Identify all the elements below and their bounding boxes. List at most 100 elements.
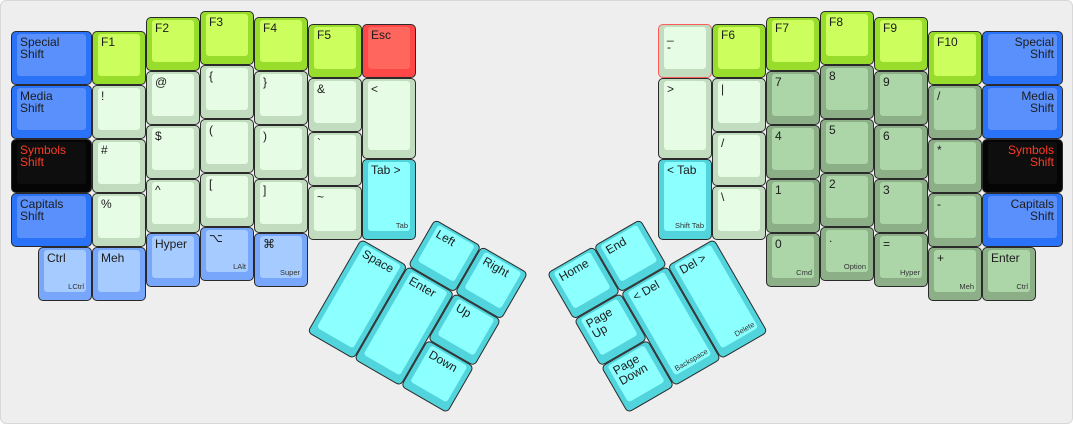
key-label: % (101, 197, 112, 211)
keycap-face: F9 (880, 20, 922, 62)
key-symbol[interactable]: $ (146, 125, 200, 179)
keycap-face: F5 (314, 27, 356, 69)
key-label: / (937, 89, 941, 103)
key-1[interactable]: 1 (766, 179, 820, 233)
key-label: ` (317, 136, 321, 150)
key-esc[interactable]: Esc (362, 24, 416, 78)
keycap-face: Symbols Shift (17, 142, 86, 184)
key-symbol[interactable]: ` (308, 132, 362, 186)
key-media-shift[interactable]: Media Shift (11, 85, 92, 139)
keycap-face: End (600, 224, 658, 282)
key-symbols-shift[interactable]: Symbols Shift (982, 139, 1063, 193)
key-capitals-shift[interactable]: Capitals Shift (11, 193, 92, 247)
key-symbol[interactable]: ] (254, 179, 308, 233)
key-media-shift[interactable]: Media Shift (982, 85, 1063, 139)
key-symbol[interactable]: = Hyper (874, 233, 928, 287)
key-special-shift[interactable]: Special Shift (11, 31, 92, 85)
key-symbol[interactable]: ⌥ LAlt (200, 227, 254, 281)
key-sublabel: Cmd (796, 268, 812, 277)
key-symbol[interactable]: _ - (658, 24, 712, 78)
keycap-face: ⌘ Super (260, 236, 302, 278)
key-symbol[interactable]: % (92, 193, 146, 247)
key-symbol[interactable]: \ (712, 186, 766, 240)
key-8[interactable]: 8 (820, 65, 874, 119)
key-f8[interactable]: F8 (820, 11, 874, 65)
keycap-face: / (934, 88, 976, 130)
key-meh[interactable]: Meh (92, 247, 146, 301)
key-tab[interactable]: Tab > Tab (362, 159, 416, 240)
key-symbol[interactable]: * (928, 139, 982, 193)
key-symbol[interactable]: ~ (308, 186, 362, 240)
key-symbol[interactable]: + Meh (928, 247, 982, 301)
key-symbols-shift[interactable]: Symbols Shift (11, 139, 92, 193)
keycap-face: Symbols Shift (988, 142, 1057, 184)
key-symbol[interactable]: > (658, 78, 712, 159)
key-label: 4 (775, 129, 782, 143)
key-label: 5 (829, 123, 836, 137)
key-capitals-shift[interactable]: Capitals Shift (982, 193, 1063, 247)
key-special-shift[interactable]: Special Shift (982, 31, 1063, 85)
key-symbol[interactable]: { (200, 65, 254, 119)
keycap-face: ~ (314, 189, 356, 231)
key-symbol[interactable]: [ (200, 173, 254, 227)
key-f7[interactable]: F7 (766, 17, 820, 71)
key-label: Page Up (583, 304, 615, 342)
key-label: F7 (775, 21, 790, 35)
key-2[interactable]: 2 (820, 173, 874, 227)
key-9[interactable]: 9 (874, 71, 928, 125)
key-symbol[interactable]: ) (254, 125, 308, 179)
key-f6[interactable]: F6 (712, 24, 766, 78)
key-label: Right (480, 253, 512, 281)
key-label: < (371, 82, 379, 96)
key-tab[interactable]: < Tab Shift Tab (658, 159, 712, 240)
key-f2[interactable]: F2 (146, 17, 200, 71)
key-label: / (721, 136, 725, 150)
key-enter[interactable]: Enter Ctrl (982, 247, 1036, 301)
key-symbol[interactable]: . Option (820, 227, 874, 281)
key-0[interactable]: 0 Cmd (766, 233, 820, 287)
keycap-face: ` (314, 135, 356, 177)
key-symbol[interactable]: | (712, 78, 766, 132)
key-sublabel: LAlt (233, 262, 246, 271)
key-symbol[interactable]: ! (92, 85, 146, 139)
keycap-face: F2 (152, 20, 194, 62)
key-symbol[interactable]: < (362, 78, 416, 159)
key-f3[interactable]: F3 (200, 11, 254, 65)
keycap-face: Media Shift (17, 88, 86, 130)
key-label: End (603, 234, 629, 258)
key-label: 7 (775, 75, 782, 89)
key-symbol[interactable]: / (928, 85, 982, 139)
key-symbol[interactable]: @ (146, 71, 200, 125)
key-7[interactable]: 7 (766, 71, 820, 125)
key-f4[interactable]: F4 (254, 17, 308, 71)
keycap-face: * (934, 142, 976, 184)
key-hyper[interactable]: Hyper (146, 233, 200, 287)
key-f5[interactable]: F5 (308, 24, 362, 78)
key-label: 9 (883, 75, 890, 89)
key-label: F6 (721, 28, 736, 42)
key-6[interactable]: 6 (874, 125, 928, 179)
key-sublabel: Super (279, 268, 300, 277)
key-label: | (721, 82, 725, 96)
key-ctrl[interactable]: Ctrl LCtrl (38, 247, 92, 301)
key-symbol[interactable]: ( (200, 119, 254, 173)
key-symbol[interactable]: & (308, 78, 362, 132)
keycap-face: 7 (772, 74, 814, 116)
key-4[interactable]: 4 (766, 125, 820, 179)
key-f9[interactable]: F9 (874, 17, 928, 71)
key-3[interactable]: 3 (874, 179, 928, 233)
keycap-face: 0 Cmd (772, 236, 814, 278)
key-symbol[interactable]: - (928, 193, 982, 247)
keycap-face: Media Shift (988, 88, 1057, 130)
keycap-face: ! (98, 88, 140, 130)
key-f10[interactable]: F10 (928, 31, 982, 85)
key-symbol[interactable]: # (92, 139, 146, 193)
keycap-face: ⌥ LAlt (206, 230, 248, 272)
key-symbol[interactable]: ^ (146, 179, 200, 233)
key-5[interactable]: 5 (820, 119, 874, 173)
key-symbol[interactable]: ⌘ Super (254, 233, 308, 287)
key-f1[interactable]: F1 (92, 31, 146, 85)
key-symbol[interactable]: / (712, 132, 766, 186)
key-symbol[interactable]: } (254, 71, 308, 125)
key-label: Special Shift (20, 35, 60, 61)
